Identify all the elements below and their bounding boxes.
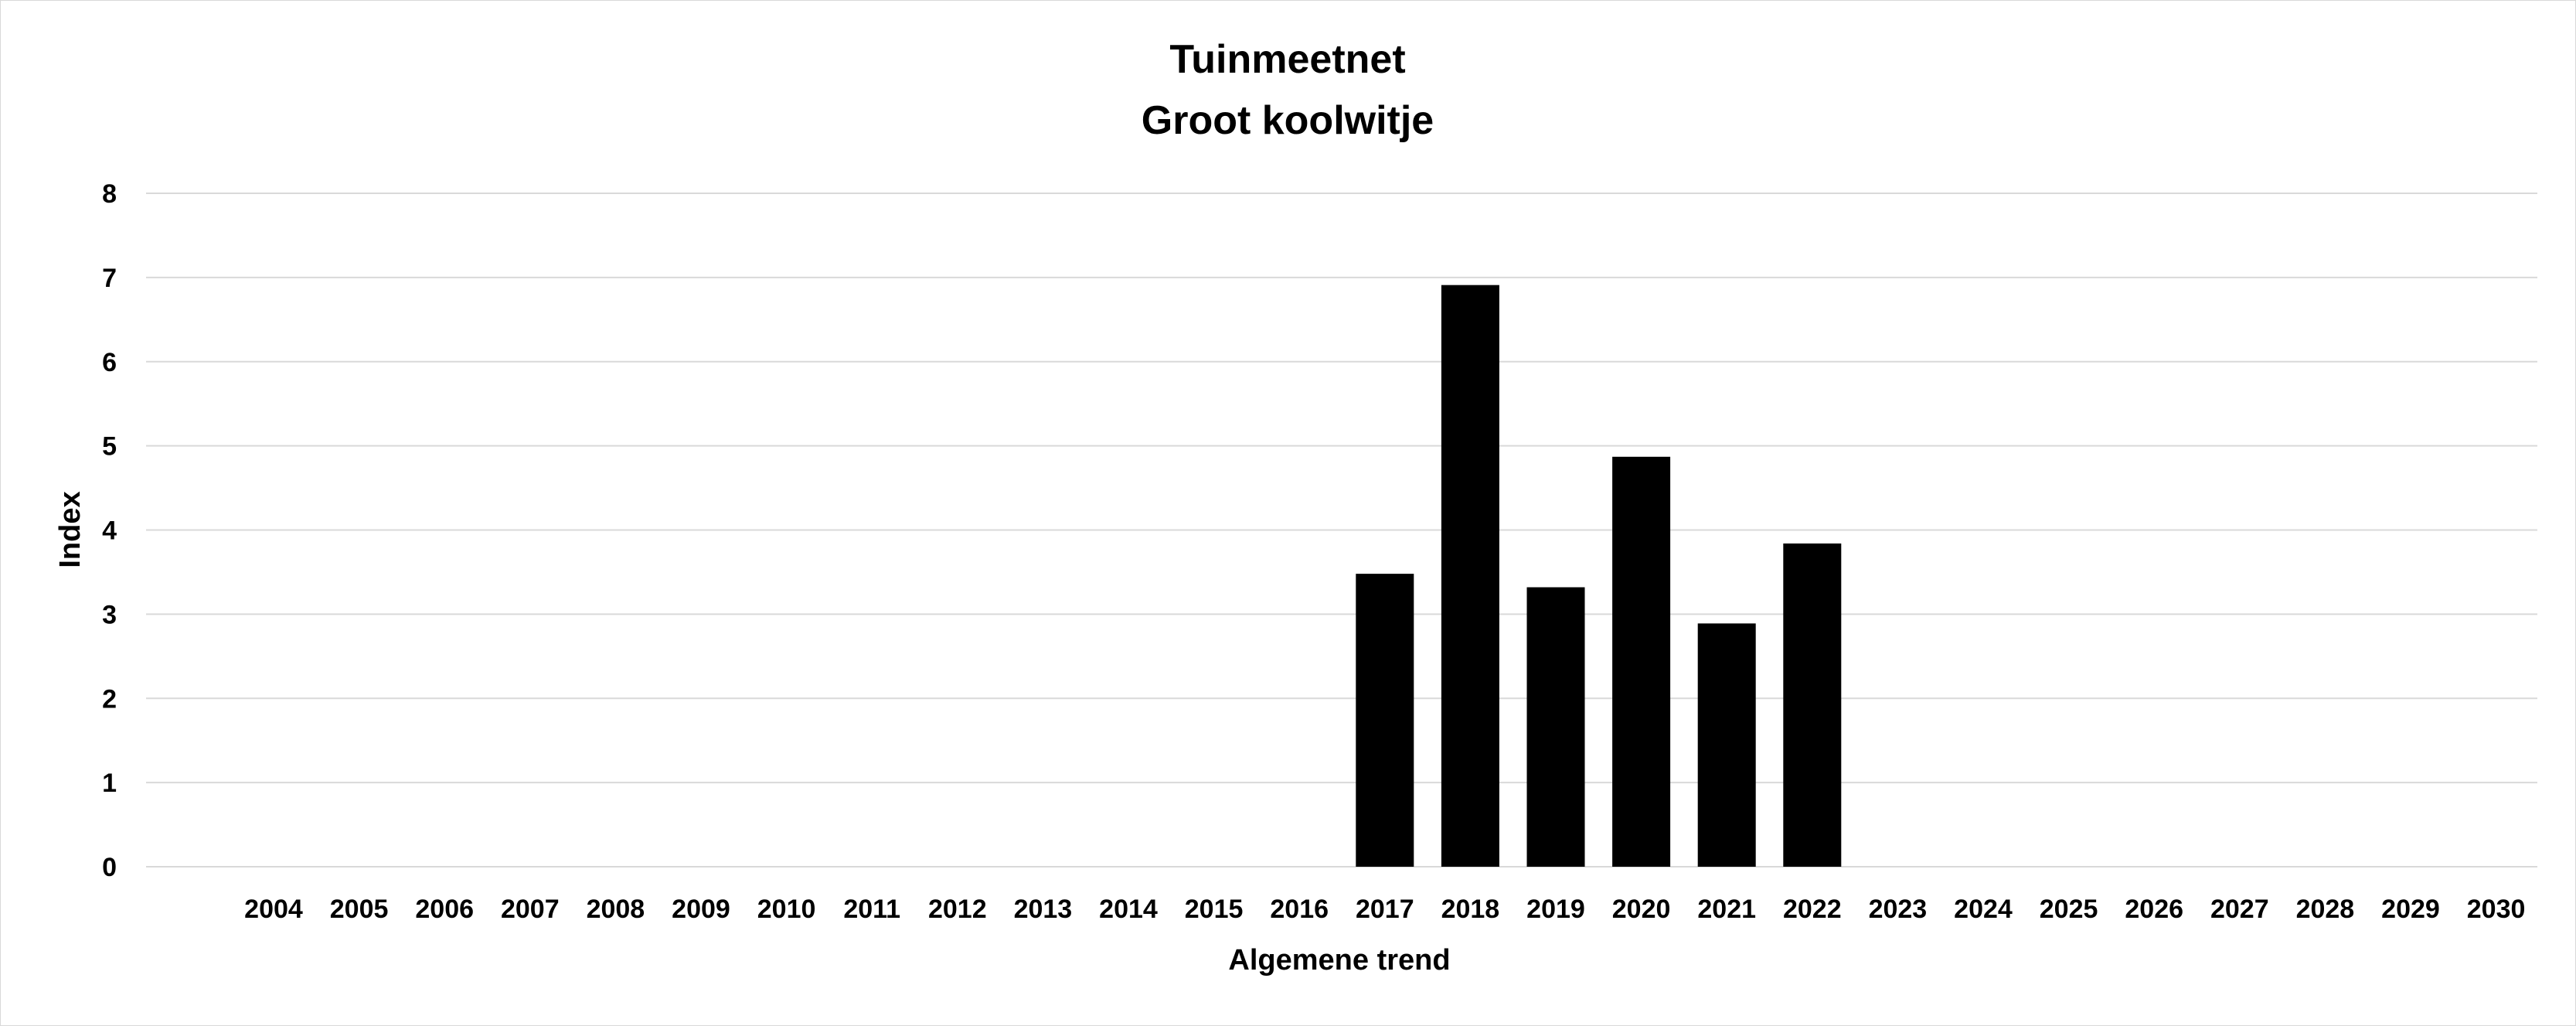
x-tick-label-2030: 2030 [2467, 895, 2526, 924]
x-tick-label-2023: 2023 [1869, 895, 1928, 924]
bar-2022 [1783, 543, 1842, 867]
y-tick-label-6: 6 [102, 348, 117, 377]
x-tick-label-2008: 2008 [587, 895, 645, 924]
x-tick-label-2006: 2006 [415, 895, 474, 924]
y-tick-label-7: 7 [102, 264, 117, 293]
gridlines [146, 193, 2537, 867]
x-axis-ticks: 2004 2005 2006 2007 2008 2009 2010 2011 2012 2013… [244, 895, 2525, 924]
y-tick-label-2: 2 [102, 684, 117, 714]
x-tick-label-2021: 2021 [1697, 895, 1756, 924]
x-tick-label-2029: 2029 [2381, 895, 2440, 924]
y-axis-ticks: 0 1 2 3 4 5 6 7 8 [102, 179, 117, 882]
bar-2017 [1356, 574, 1414, 867]
x-tick-label-2016: 2016 [1270, 895, 1329, 924]
x-tick-label-2011: 2011 [843, 895, 900, 924]
bar-2019 [1526, 587, 1585, 867]
x-tick-label-2020: 2020 [1612, 895, 1671, 924]
bar-2020 [1612, 456, 1671, 867]
x-tick-label-2018: 2018 [1441, 895, 1500, 924]
x-tick-label-2014: 2014 [1099, 895, 1158, 924]
chart-title: Tuinmeetnet [1169, 37, 1405, 82]
x-tick-label-2007: 2007 [501, 895, 560, 924]
y-tick-label-1: 1 [102, 769, 117, 798]
y-tick-label-4: 4 [102, 516, 117, 546]
x-tick-label-2005: 2005 [330, 895, 389, 924]
x-tick-label-2015: 2015 [1185, 895, 1244, 924]
y-tick-label-8: 8 [102, 179, 117, 209]
x-axis-title: Algemene trend [1228, 944, 1450, 977]
x-tick-label-2022: 2022 [1783, 895, 1842, 924]
y-axis-title: Index [54, 491, 87, 568]
bar-2018 [1441, 285, 1499, 867]
x-tick-label-2010: 2010 [757, 895, 816, 924]
x-tick-label-2012: 2012 [928, 895, 987, 924]
y-tick-label-3: 3 [102, 600, 117, 629]
x-tick-label-2017: 2017 [1356, 895, 1414, 924]
x-tick-label-2013: 2013 [1014, 895, 1073, 924]
bar-2021 [1697, 623, 1756, 867]
bars [1356, 285, 1842, 867]
x-tick-label-2028: 2028 [2296, 895, 2355, 924]
x-tick-label-2019: 2019 [1526, 895, 1585, 924]
y-tick-label-0: 0 [102, 853, 117, 882]
chart-subtitle: Groot koolwitje [1142, 98, 1434, 143]
x-tick-label-2024: 2024 [1954, 895, 2013, 924]
x-tick-label-2009: 2009 [672, 895, 730, 924]
x-tick-label-2026: 2026 [2125, 895, 2183, 924]
x-tick-label-2004: 2004 [244, 895, 303, 924]
y-tick-label-5: 5 [102, 432, 117, 462]
x-tick-label-2027: 2027 [2210, 895, 2269, 924]
x-tick-label-2025: 2025 [2040, 895, 2098, 924]
